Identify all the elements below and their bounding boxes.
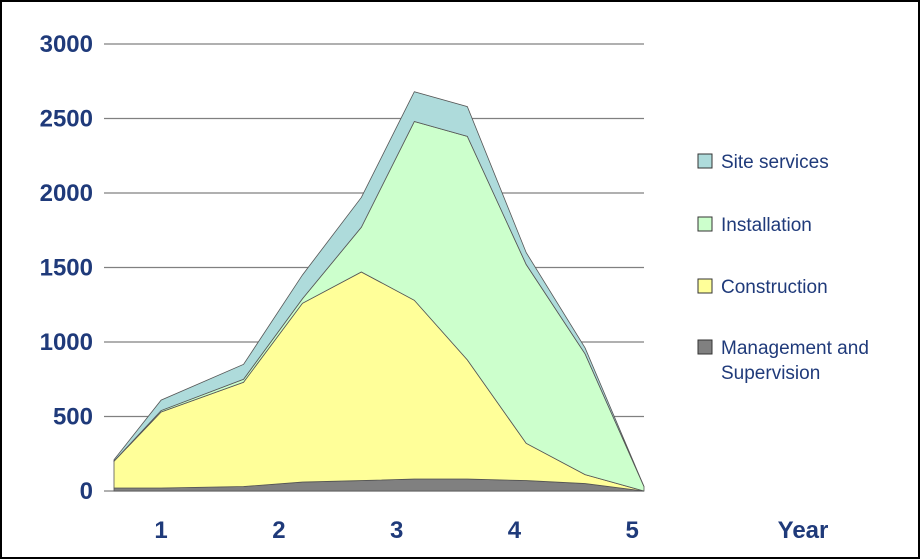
legend-label: Construction — [721, 277, 828, 298]
x-tick-label: 4 — [508, 517, 522, 544]
legend-label: Management and — [721, 338, 869, 359]
y-axis: 0 500 1000 1500 2000 2500 3000 — [40, 31, 93, 505]
x-tick-label: 2 — [272, 517, 285, 544]
area-site-services — [113, 91, 645, 487]
y-tick-label: 2000 — [40, 180, 93, 207]
y-tick-label: 3000 — [40, 31, 93, 58]
y-tick-label: 0 — [80, 478, 93, 505]
legend-swatch — [697, 278, 713, 294]
x-tick-label: 3 — [390, 517, 403, 544]
y-tick-label: 1000 — [40, 329, 93, 356]
legend-label: Site services — [721, 152, 829, 173]
x-tick-label: 1 — [154, 517, 167, 544]
legend-label: Installation — [721, 215, 812, 236]
legend: Site services Installation Construction Man… — [697, 152, 869, 384]
y-tick-label: 2500 — [40, 106, 93, 133]
legend-label: Supervision — [721, 363, 820, 384]
legend-swatch — [697, 339, 713, 355]
x-axis: Year 1 2 3 4 5 — [154, 517, 828, 544]
legend-swatch — [697, 216, 713, 232]
y-tick-label: 1500 — [40, 255, 93, 282]
area-series — [113, 91, 645, 492]
x-axis-label: Year — [778, 517, 829, 544]
x-tick-label: 5 — [626, 517, 639, 544]
y-tick-label: 500 — [53, 404, 93, 431]
legend-swatch — [697, 153, 713, 169]
